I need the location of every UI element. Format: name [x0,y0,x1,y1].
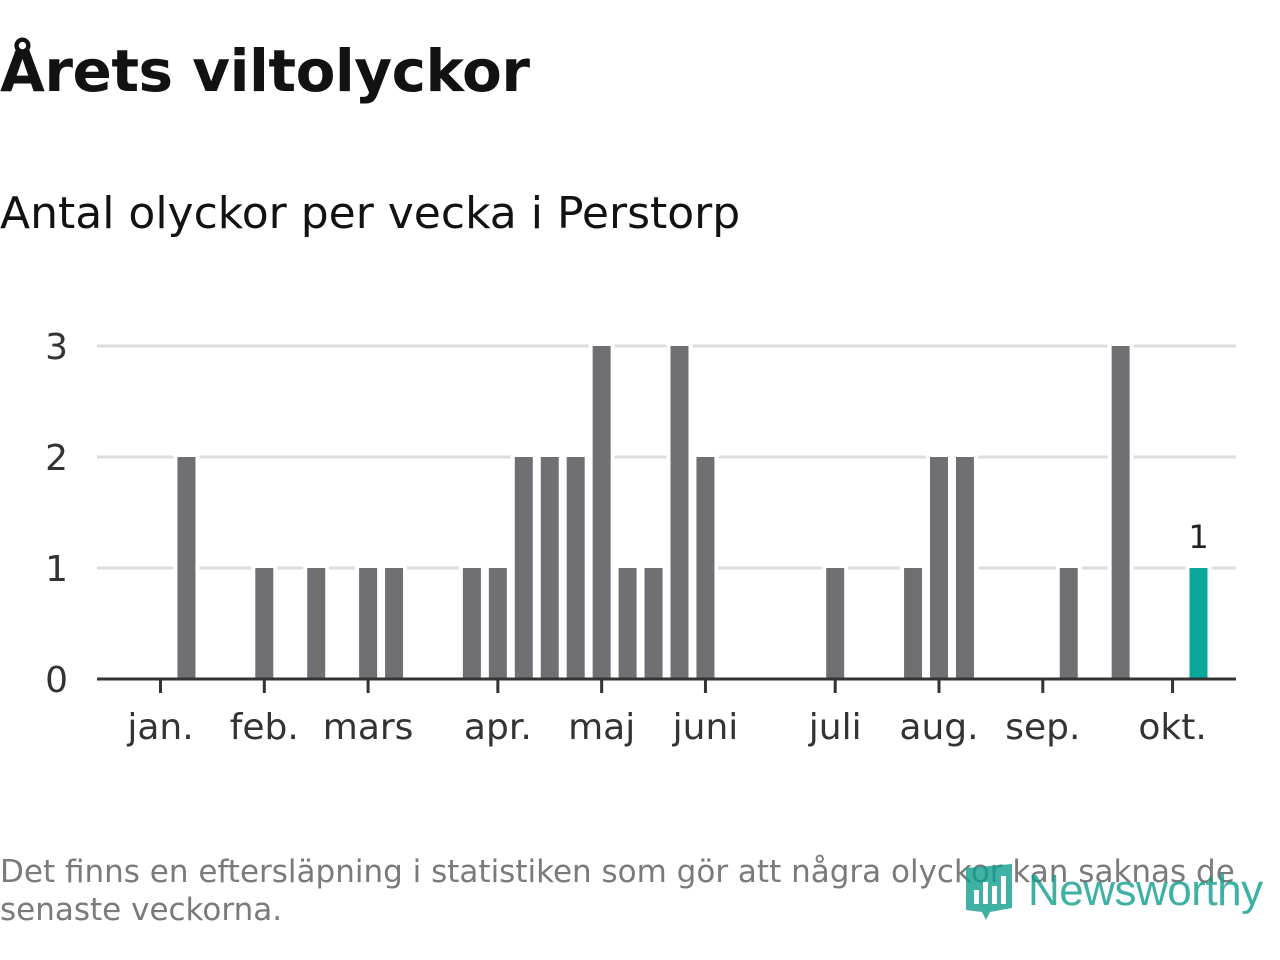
bar [644,568,663,679]
x-tick-label: jan. [126,707,193,748]
bar [566,457,585,679]
bars [173,344,1212,679]
y-tick-label: 0 [45,660,68,701]
y-tick-label: 3 [45,327,68,368]
bar [255,568,274,679]
y-axis-ticks: 0 1 2 3 [45,327,68,701]
y-tick-label: 2 [45,438,68,479]
x-tick-label: aug. [899,707,978,748]
bar [540,457,559,679]
bar [385,568,404,679]
logo-text: Newsworthy [1028,866,1263,915]
data-label: 1 [1188,518,1208,556]
bar [1111,346,1130,679]
bar-chart: 0 1 2 3 jan. feb. mars apr. maj juni juli aug. sep.… [45,327,1236,748]
highlighted-bar [1189,568,1208,679]
data-labels: 1 [1188,518,1208,556]
footnote: Det finns en eftersläpning i statistiken… [0,854,1235,928]
newsworthy-logo-icon [966,864,1012,920]
x-tick-label: juni [672,707,739,748]
newsworthy-logo: Newsworthy [964,862,1263,920]
x-tick-label: apr. [464,707,532,748]
bar [177,457,196,679]
x-tick-label: feb. [230,707,299,748]
bar [930,457,948,679]
x-tick-label: maj [568,707,635,748]
bar [592,346,611,679]
bar [1059,568,1078,679]
bar [462,568,481,679]
bar [488,568,507,679]
x-tick-label: okt. [1138,707,1206,748]
bar [618,568,637,679]
bar [826,568,845,679]
x-tick-label: juli [808,707,862,748]
y-tick-label: 1 [45,549,68,590]
bar [670,346,689,679]
x-axis: jan. feb. mars apr. maj juni juli aug. sep. okt. [97,677,1236,748]
chart-title: Årets viltolyckor [0,37,530,105]
x-tick-label: mars [323,707,414,748]
bar [307,568,326,679]
bar [904,568,923,679]
bar [955,457,974,679]
bar [514,457,533,679]
bar [696,457,715,679]
bar [359,568,378,679]
chart-subtitle: Antal olyckor per vecka i Perstorp [0,188,741,239]
x-tick-label: sep. [1005,707,1080,748]
